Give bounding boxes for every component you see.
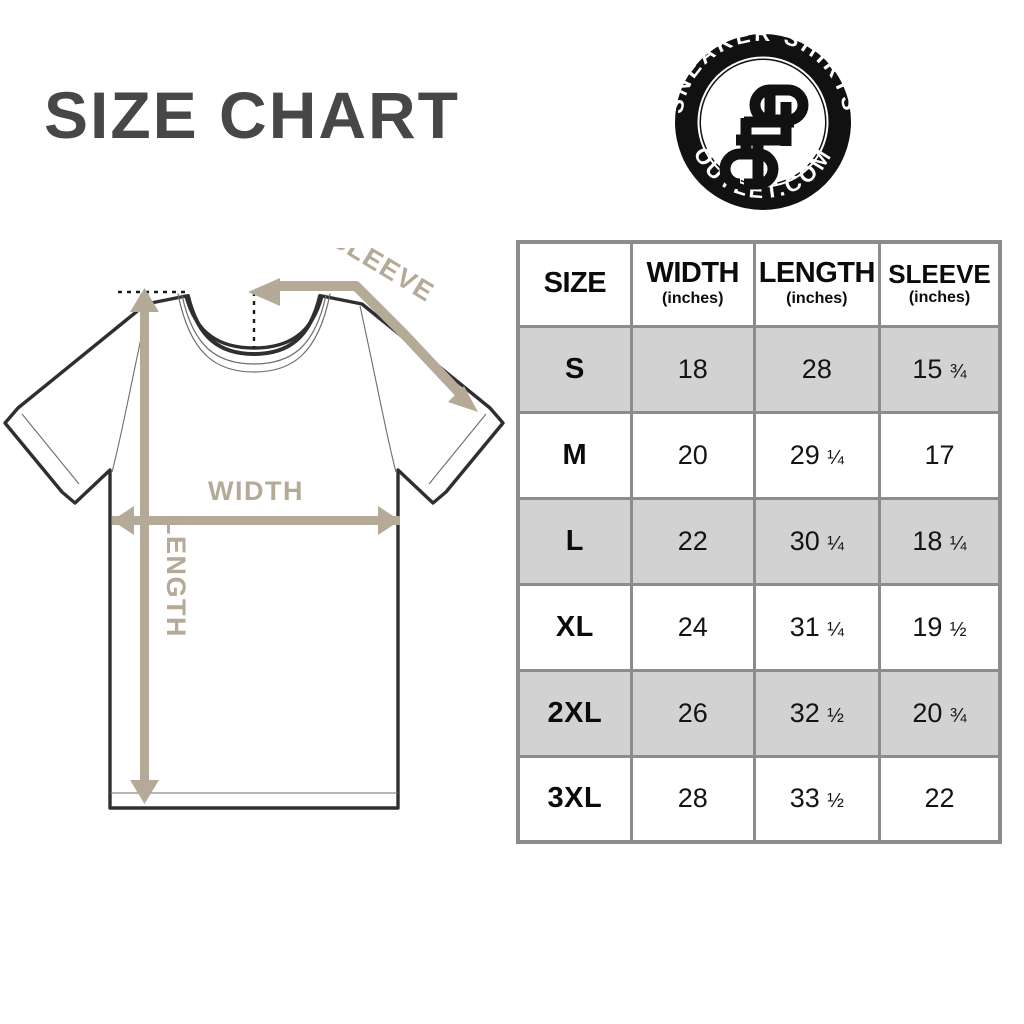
cell-size: S [516, 324, 633, 414]
column-header-length-title: LENGTH [758, 257, 876, 290]
length-arrow [130, 288, 159, 804]
cell-sleeve: 19 ½ [877, 582, 1002, 672]
table-body: S 18 28 15 ¾ M 20 29 ¼ 17 L 22 30 ¼ 18 ¼ XL 24 31 ¼ 19 … [516, 324, 1002, 844]
table-row: M 20 29 ¼ 17 [516, 410, 1002, 500]
column-header-sleeve-unit: (inches) [908, 288, 971, 306]
cell-size: L [516, 496, 633, 586]
tshirt-outline [3, 294, 505, 810]
column-header-sleeve: SLEEVE (inches) [877, 240, 1002, 328]
table-header-row: SIZE WIDTH (inches) LENGTH (inches) SLEE… [516, 240, 1002, 328]
cell-width: 20 [629, 410, 756, 500]
cell-length: 28 [752, 324, 881, 414]
cell-length: 32 ½ [752, 668, 881, 758]
cell-sleeve: 22 [877, 754, 1002, 844]
column-header-width-unit: (inches) [662, 290, 724, 308]
column-header-sleeve-title: SLEEVE [888, 258, 991, 289]
cell-length: 29 ¼ [752, 410, 881, 500]
cell-width: 24 [629, 582, 756, 672]
tshirt-collar [177, 293, 331, 373]
cell-width: 18 [629, 324, 756, 414]
column-header-length-unit: (inches) [786, 290, 848, 308]
cell-length: 30 ¼ [752, 496, 881, 586]
column-header-length: LENGTH (inches) [752, 240, 881, 328]
length-label: LENGTH [161, 518, 191, 638]
cell-length: 33 ½ [752, 754, 881, 844]
tshirt-diagram: WIDTH LENGTH SLEEVE [0, 248, 512, 848]
cell-sleeve: 18 ¼ [877, 496, 1002, 586]
cell-size: 2XL [516, 668, 633, 758]
measurement-arrows [112, 278, 478, 804]
cell-sleeve: 20 ¾ [877, 668, 1002, 758]
sleeve-arrow [248, 278, 478, 412]
table-row: L 22 30 ¼ 18 ¼ [516, 496, 1002, 586]
column-header-width: WIDTH (inches) [629, 240, 756, 328]
cell-sleeve: 15 ¾ [877, 324, 1002, 414]
cell-length: 31 ¼ [752, 582, 881, 672]
table-header: SIZE WIDTH (inches) LENGTH (inches) SLEE… [516, 240, 1002, 328]
cell-width: 26 [629, 668, 756, 758]
cell-size: XL [516, 582, 633, 672]
measurement-guide-lines [118, 290, 256, 348]
page-title: SIZE CHART [44, 78, 460, 152]
cell-sleeve: 17 [877, 410, 1002, 500]
table-row: 2XL 26 32 ½ 20 ¾ [516, 668, 1002, 758]
table-row: 3XL 28 33 ½ 22 [516, 754, 1002, 844]
size-chart-table-container: SIZE WIDTH (inches) LENGTH (inches) SLEE… [516, 240, 1002, 844]
width-label: WIDTH [208, 476, 304, 506]
size-chart-table: SIZE WIDTH (inches) LENGTH (inches) SLEE… [516, 240, 1002, 844]
column-header-width-title: WIDTH [646, 257, 739, 290]
column-header-size: SIZE [516, 240, 633, 328]
cell-width: 28 [629, 754, 756, 844]
logo-monogram [719, 84, 809, 190]
cell-width: 22 [629, 496, 756, 586]
table-row: XL 24 31 ¼ 19 ½ [516, 582, 1002, 672]
cell-size: M [516, 410, 633, 500]
brand-logo: SNEAKER SHIRTS OUTLET.COM [660, 18, 866, 214]
table-row: S 18 28 15 ¾ [516, 324, 1002, 414]
cell-size: 3XL [516, 754, 633, 844]
column-header-size-title: SIZE [543, 267, 607, 300]
width-arrow [112, 506, 400, 535]
